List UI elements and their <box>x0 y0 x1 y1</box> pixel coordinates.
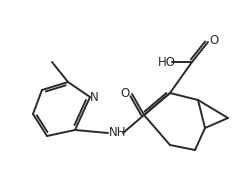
Text: NH: NH <box>109 126 126 139</box>
Text: N: N <box>90 91 98 103</box>
Text: O: O <box>121 86 130 100</box>
Text: O: O <box>209 33 218 46</box>
Text: HO: HO <box>158 55 176 68</box>
